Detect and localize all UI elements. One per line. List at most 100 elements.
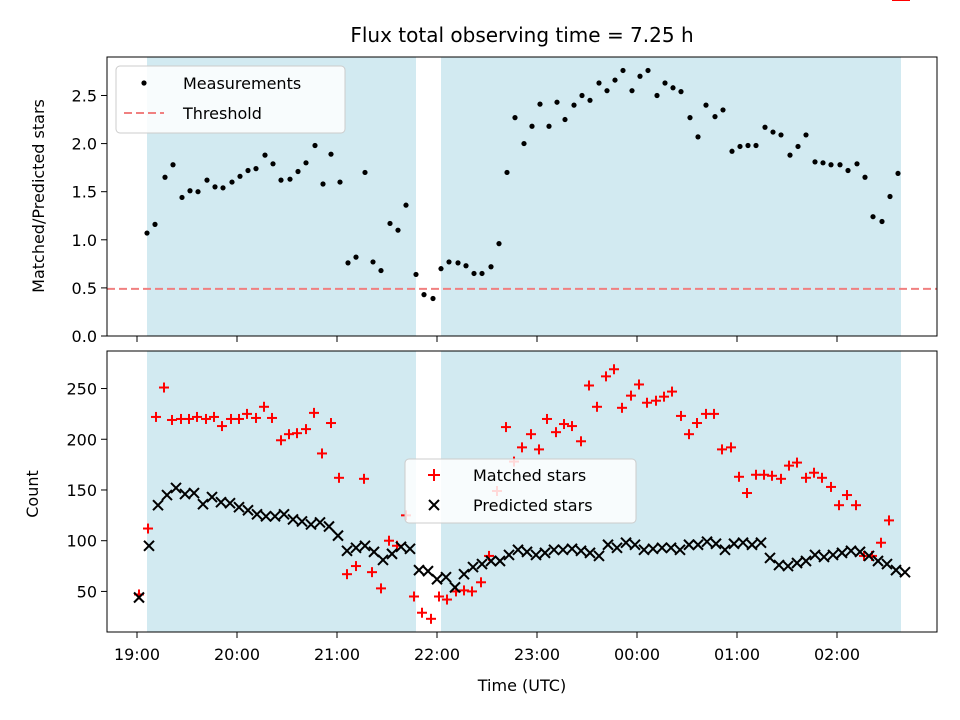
measurement-point xyxy=(270,161,276,167)
measurement-point xyxy=(512,115,518,121)
predicted-star-point xyxy=(737,537,749,549)
predicted-star-point xyxy=(503,549,515,561)
legend-threshold-label: Threshold xyxy=(182,104,262,123)
predicted-star-point xyxy=(728,538,740,550)
predicted-star-point xyxy=(701,536,713,548)
measurement-point xyxy=(529,123,535,129)
y-tick-label: 0.0 xyxy=(72,327,97,346)
predicted-star-point xyxy=(296,515,308,528)
measurement-point xyxy=(554,99,560,105)
matched-star-point xyxy=(601,371,611,382)
predicted-star-point xyxy=(251,508,263,521)
predicted-star-point xyxy=(557,544,569,556)
measurement-point xyxy=(463,263,469,269)
measurement-point xyxy=(546,123,552,129)
measurement-point xyxy=(471,270,477,277)
predicted-star-point xyxy=(395,541,407,553)
matched-star-point xyxy=(467,586,477,597)
measurement-point xyxy=(387,220,393,227)
predicted-star-point xyxy=(818,551,830,563)
y-tick-label: 1.5 xyxy=(72,183,97,202)
measurement-point xyxy=(212,184,218,190)
predicted-star-point xyxy=(133,591,145,604)
measurement-point xyxy=(562,116,568,123)
shaded-interval-2 xyxy=(441,57,901,336)
measurement-point xyxy=(828,162,834,168)
measurement-point xyxy=(430,295,436,302)
predicted-star-point xyxy=(350,542,362,554)
matched-star-point xyxy=(659,391,669,402)
measurement-point xyxy=(879,218,885,225)
measurement-point xyxy=(870,214,876,220)
matched-star-point xyxy=(342,569,352,580)
measurement-point xyxy=(745,142,751,149)
predicted-star-point xyxy=(314,516,326,529)
predicted-star-point xyxy=(611,542,623,554)
y-tick-label: 200 xyxy=(66,430,97,449)
matched-star-point xyxy=(242,408,252,419)
matched-star-point xyxy=(184,413,194,424)
measurement-point xyxy=(778,132,784,138)
matched-star-point xyxy=(501,422,511,433)
top-axes-frame xyxy=(106,56,938,337)
measurement-point xyxy=(803,132,809,138)
measurement-point xyxy=(337,179,343,185)
measurement-point xyxy=(395,227,401,233)
matched-star-point xyxy=(567,421,577,432)
measurement-point xyxy=(413,271,419,278)
measurement-point xyxy=(720,107,726,113)
measurement-point xyxy=(237,173,243,179)
measurement-point xyxy=(421,292,427,298)
matched-star-point xyxy=(717,444,727,455)
matched-star-point xyxy=(459,585,469,596)
matched-star-point xyxy=(301,424,311,435)
x-tick-label: 01:00 xyxy=(714,645,760,664)
bottom-panel: 50 100 150 200 250 19:00 20:00 21:00 22:00 23:00… xyxy=(23,0,938,695)
measurement-point xyxy=(362,169,368,176)
matched-star-point xyxy=(409,591,419,602)
matched-star-point xyxy=(143,523,153,534)
predicted-star-point xyxy=(692,539,704,551)
bottom-y-axis: 50 100 150 200 250 xyxy=(66,380,107,601)
top-panel: 0.0 0.5 1.0 1.5 2.0 2.5 Matched/Predicted sta… xyxy=(29,56,938,346)
matched-star-point xyxy=(759,469,769,480)
matched-star-point xyxy=(217,421,227,432)
predicted-star-point xyxy=(323,520,335,533)
matched-star-point xyxy=(417,607,427,618)
predicted-star-point xyxy=(197,498,209,510)
predicted-star-point xyxy=(215,496,227,508)
measurement-point xyxy=(195,189,201,195)
measurement-point xyxy=(152,221,158,227)
x-tick-label: 20:00 xyxy=(214,645,260,664)
predicted-star-point xyxy=(836,547,848,559)
matched-star-point xyxy=(842,490,852,501)
measurement-point xyxy=(287,176,293,182)
x-axis-label: Time (UTC) xyxy=(477,676,566,695)
measurement-point xyxy=(278,177,284,183)
matched-star-point xyxy=(817,472,827,483)
measurement-point xyxy=(687,115,693,121)
predicted-star-point xyxy=(269,510,281,523)
predicted-star-point xyxy=(458,568,470,580)
matched-star-point xyxy=(609,364,619,375)
y-tick-label: 1.0 xyxy=(72,231,97,250)
measurement-point xyxy=(579,92,585,99)
matched-star-point xyxy=(167,414,177,425)
matched-star-point xyxy=(676,410,686,421)
matched-star-point xyxy=(592,401,602,412)
y-tick-label: 250 xyxy=(66,380,97,399)
matched-star-point xyxy=(151,411,161,422)
y-tick-label: 150 xyxy=(66,481,97,500)
matched-star-point xyxy=(426,613,436,624)
measurement-point xyxy=(854,161,860,167)
matched-star-point xyxy=(776,473,786,484)
matched-star-point xyxy=(617,402,627,413)
matched-star-point xyxy=(809,467,819,478)
predicted-star-point xyxy=(521,546,533,558)
measurement-point xyxy=(612,77,618,83)
predicted-star-point xyxy=(233,501,245,513)
y-tick-label: 2.5 xyxy=(72,86,97,105)
predicted-star-point xyxy=(179,488,191,500)
predicted-star-point xyxy=(575,545,587,557)
matched-star-point xyxy=(584,380,594,391)
